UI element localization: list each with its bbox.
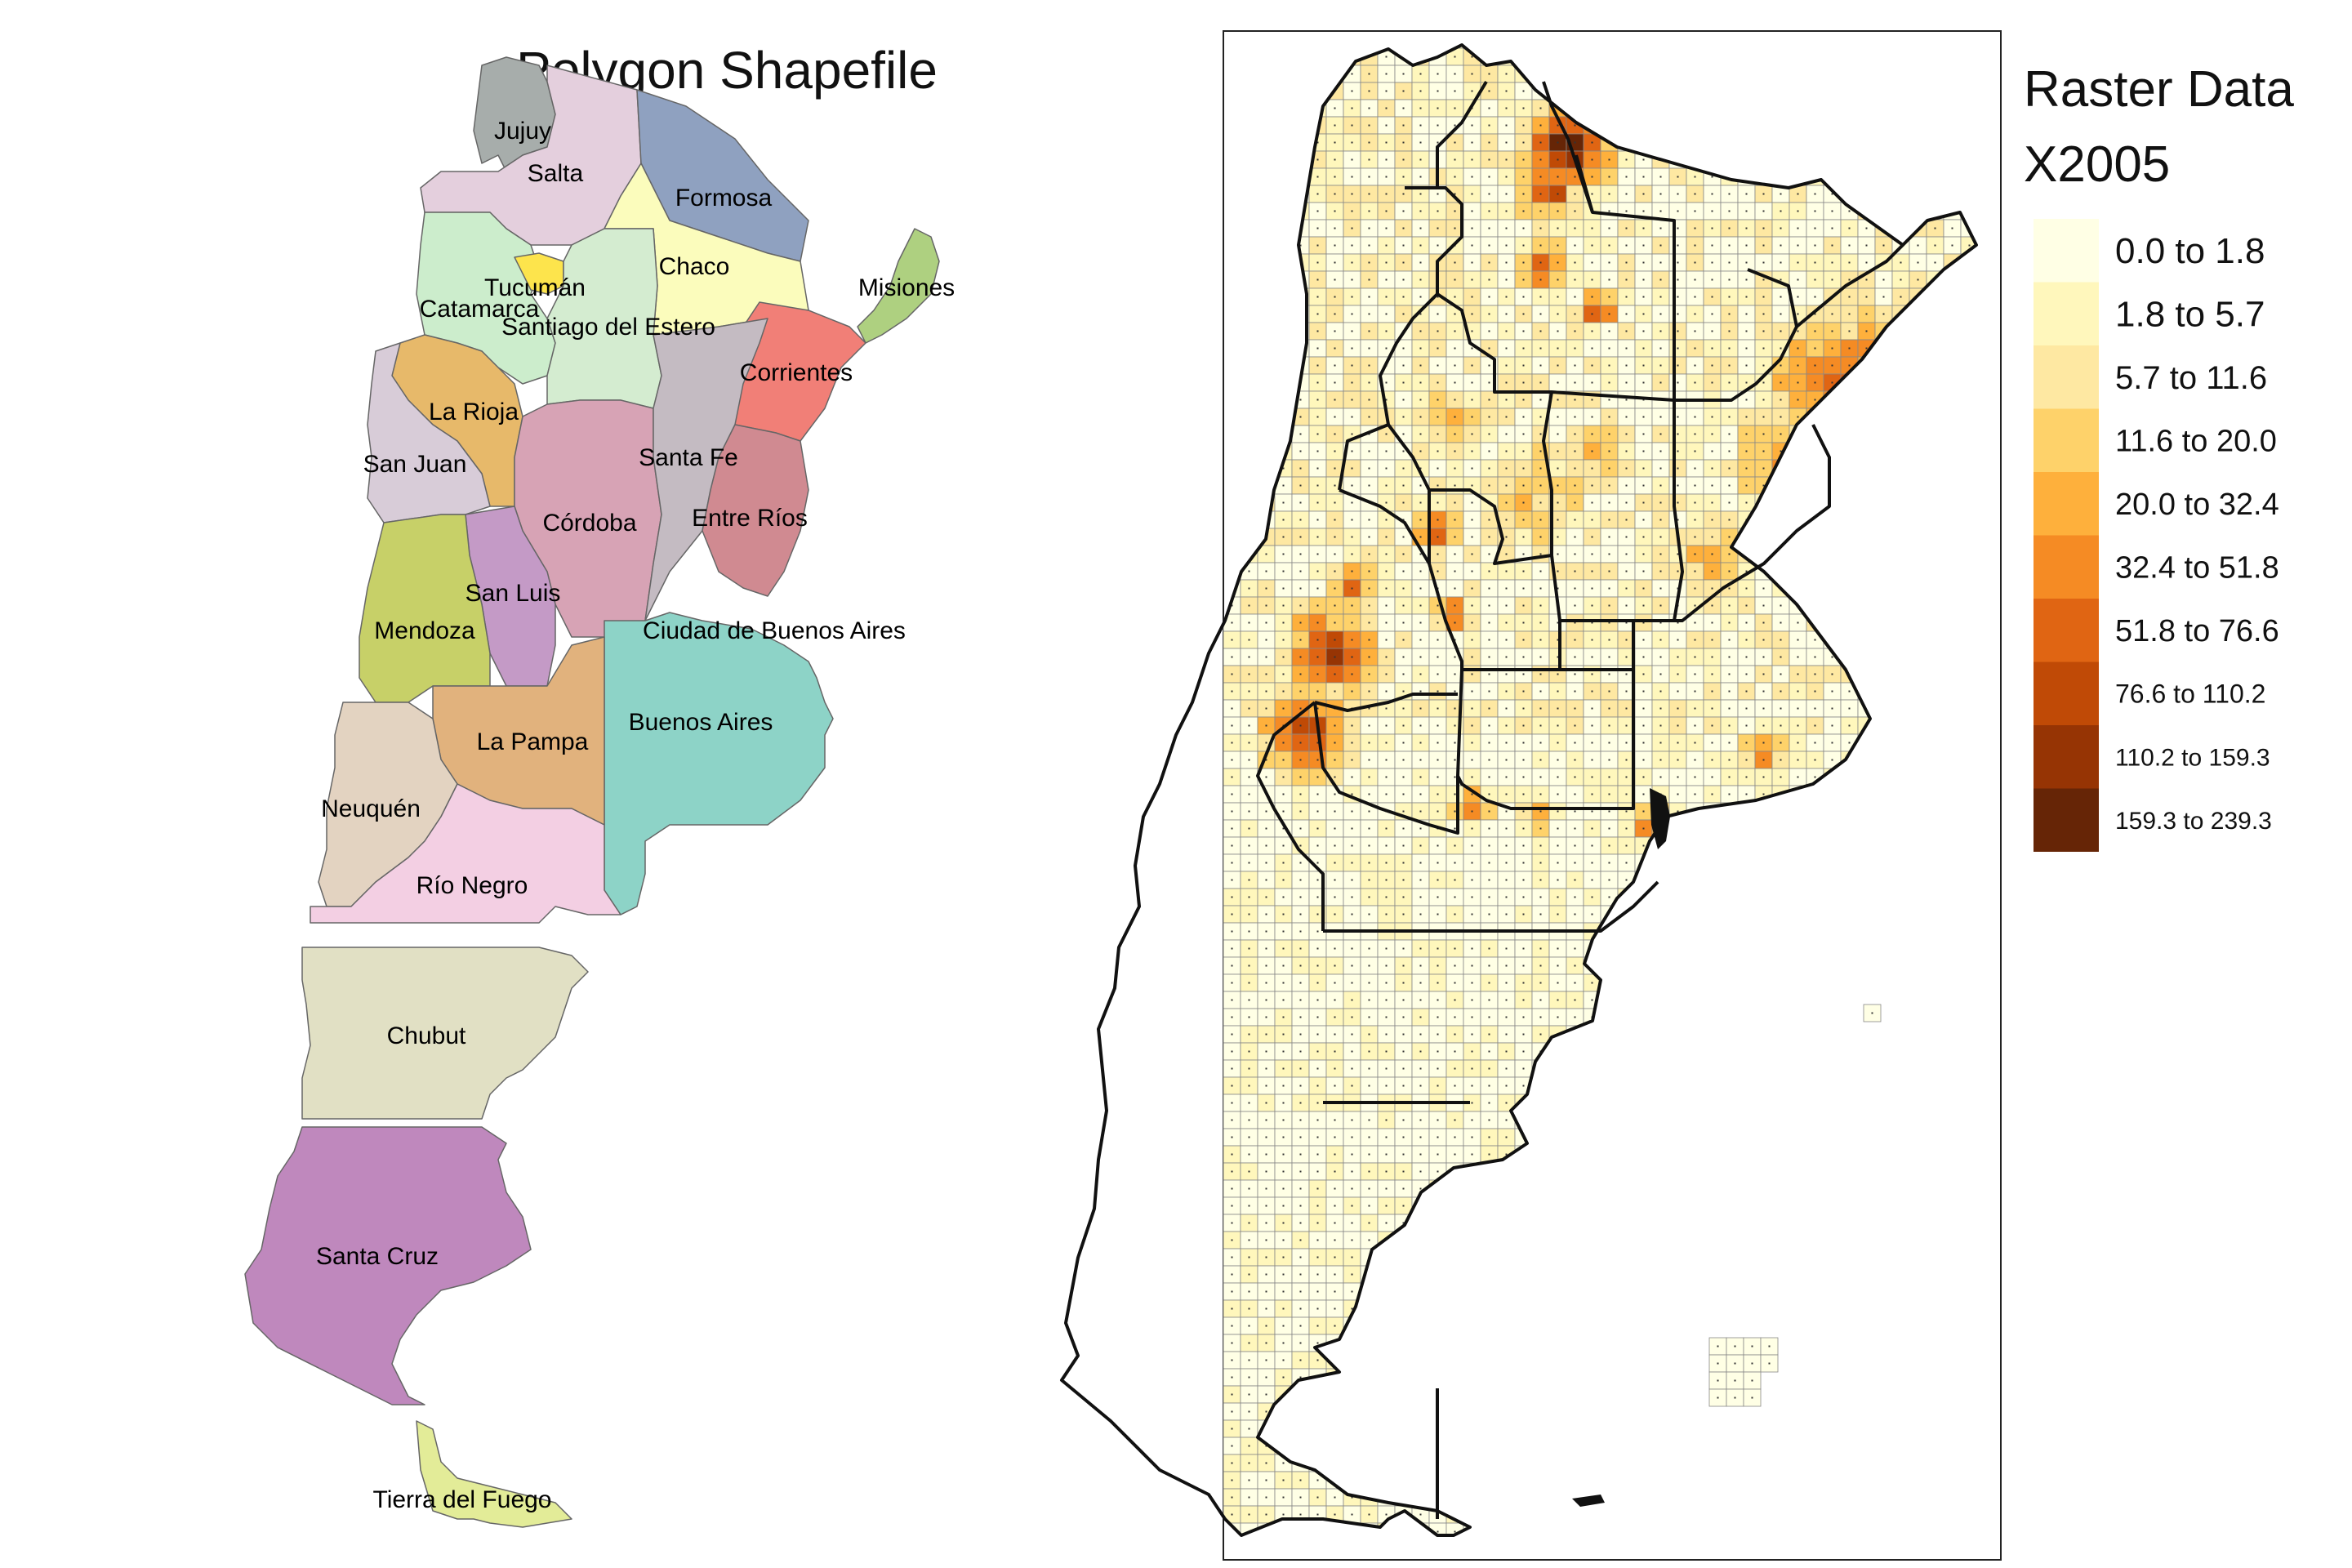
province-label-corrientes: Corrientes xyxy=(740,359,853,386)
province-label-tucuman: Tucumán xyxy=(484,274,586,301)
legend-label: 110.2 to 159.3 xyxy=(2115,744,2270,771)
province-label-jujuy: Jujuy xyxy=(494,118,551,145)
legend-swatch xyxy=(2034,282,2099,345)
legend-label: 20.0 to 32.4 xyxy=(2115,488,2279,522)
province-label-entrerios: Entre Ríos xyxy=(692,505,808,532)
province-label-rionegro: Río Negro xyxy=(416,872,528,899)
legend-label: 32.4 to 51.8 xyxy=(2115,551,2279,586)
legend-title: Raster Data xyxy=(2024,61,2294,118)
province-label-cordoba: Córdoba xyxy=(542,510,636,537)
legend-swatch xyxy=(2034,472,2099,536)
province-label-catamarca: Catamarca xyxy=(420,296,540,323)
legend-swatch xyxy=(2034,725,2099,789)
province-label-santiago: Santiago del Estero xyxy=(501,314,715,341)
legend-label: 1.8 to 5.7 xyxy=(2115,295,2265,335)
legend-swatch xyxy=(2034,535,2099,599)
province-label-chubut: Chubut xyxy=(387,1022,466,1049)
legend-swatch xyxy=(2034,599,2099,662)
province-santafe-shape xyxy=(644,318,768,621)
province-label-misiones: Misiones xyxy=(858,274,955,301)
southern-island-shape xyxy=(1572,1494,1605,1507)
province-tierradelfuego-shape xyxy=(416,1420,572,1528)
province-entrerios-shape xyxy=(702,424,809,597)
legend-label: 0.0 to 1.8 xyxy=(2115,231,2265,271)
province-chubut-shape xyxy=(301,947,589,1120)
province-label-santafe: Santa Fe xyxy=(639,444,738,471)
legend-subtitle: X2005 xyxy=(2024,136,2170,193)
legend-label: 5.7 to 11.6 xyxy=(2115,360,2267,396)
province-label-santacruz: Santa Cruz xyxy=(316,1243,439,1270)
province-label-tierradelfuego: Tierra del Fuego xyxy=(373,1486,552,1513)
raster-islands xyxy=(1708,1004,1882,1407)
province-misiones-shape xyxy=(857,228,940,344)
legend-swatch xyxy=(2034,345,2099,409)
legend-swatch xyxy=(2034,408,2099,472)
province-label-larioja: La Rioja xyxy=(429,399,519,425)
province-label-lapampa: La Pampa xyxy=(477,728,589,755)
province-label-sanluis: San Luis xyxy=(466,580,561,607)
province-label-caba: Ciudad de Buenos Aires xyxy=(643,617,906,644)
legend-label: 76.6 to 110.2 xyxy=(2115,679,2265,708)
province-sanjuan-shape xyxy=(367,342,491,523)
raster-data-map: Raster Data X2005 0.0 to 1.8 1.8 to 5.7 5.… xyxy=(1060,30,2294,1561)
raster-legend: Raster Data X2005 0.0 to 1.8 1.8 to 5.7 5.… xyxy=(2024,61,2294,852)
province-label-salta: Salta xyxy=(528,160,584,187)
province-buenosaires-shape xyxy=(604,612,834,915)
legend-label: 11.6 to 20.0 xyxy=(2115,425,2277,459)
legend-swatch xyxy=(2034,219,2099,283)
polygon-shapefile-map: Polygon Shapefile xyxy=(244,41,955,1528)
legend-swatch xyxy=(2034,662,2099,725)
province-santacruz-shape xyxy=(244,1126,532,1405)
coastal-island-shape xyxy=(1650,788,1670,849)
province-label-neuquen: Neuquén xyxy=(321,795,421,822)
province-label-buenosaires: Buenos Aires xyxy=(629,709,773,736)
legend-label: 51.8 to 76.6 xyxy=(2115,614,2279,648)
province-label-sanjuan: San Juan xyxy=(363,451,467,478)
legend-swatch xyxy=(2034,788,2099,852)
province-label-chaco: Chaco xyxy=(659,253,730,280)
province-label-formosa: Formosa xyxy=(675,185,773,212)
province-rionegro-shape xyxy=(310,783,621,924)
province-boundaries xyxy=(1060,43,1978,1537)
province-label-mendoza: Mendoza xyxy=(374,617,475,644)
legend-label: 159.3 to 239.3 xyxy=(2115,808,2272,835)
